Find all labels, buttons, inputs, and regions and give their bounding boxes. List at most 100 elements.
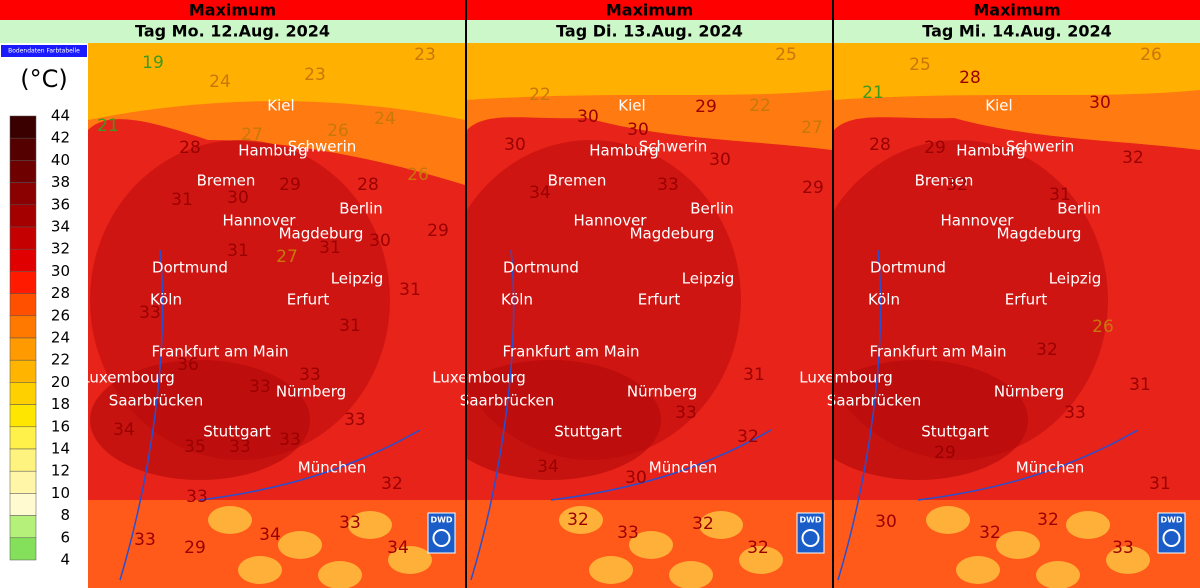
alps-peak bbox=[996, 531, 1040, 559]
city-label: Magdeburg bbox=[997, 225, 1082, 243]
temperature: 36 bbox=[177, 355, 199, 375]
river bbox=[119, 249, 421, 581]
temperature: 31 bbox=[171, 190, 193, 210]
legend-swatch bbox=[9, 315, 37, 339]
city-label: Magdeburg bbox=[630, 225, 715, 243]
temperature: 29 bbox=[427, 221, 449, 241]
legend-tick-label: 20 bbox=[51, 373, 70, 391]
city-label: Leipzig bbox=[1049, 270, 1102, 288]
alps-peak bbox=[669, 561, 713, 588]
alps-peak bbox=[278, 531, 322, 559]
temperature: 24 bbox=[374, 109, 396, 129]
legend-tick-label: 34 bbox=[51, 218, 70, 236]
legend-swatch bbox=[9, 404, 37, 428]
temperature: 32 bbox=[1122, 148, 1144, 168]
city-label: Luxembourg bbox=[799, 369, 893, 387]
temperature: 33 bbox=[657, 175, 679, 195]
logo-swirl bbox=[801, 529, 820, 547]
legend-tick-label: 28 bbox=[51, 284, 70, 302]
legend-tick-label: 26 bbox=[51, 306, 70, 324]
city-label: Saarbrücken bbox=[460, 392, 554, 410]
city-label: München bbox=[1016, 459, 1084, 477]
hot-zone bbox=[90, 360, 310, 480]
temperature: 32 bbox=[747, 538, 769, 558]
temperature: 32 bbox=[946, 175, 968, 195]
temperature: 33 bbox=[1112, 538, 1134, 558]
temperature: 22 bbox=[749, 96, 771, 116]
city-label: Saarbrücken bbox=[109, 392, 203, 410]
city-label: Nürnberg bbox=[276, 383, 346, 401]
city-label: Stuttgart bbox=[554, 423, 622, 441]
legend-tick-label: 24 bbox=[51, 329, 70, 347]
temperature: 32 bbox=[737, 427, 759, 447]
temperature: 34 bbox=[529, 183, 551, 203]
temperature: 33 bbox=[299, 365, 321, 385]
legend-tick-label: 8 bbox=[60, 506, 70, 524]
map-background bbox=[834, 43, 1200, 588]
temperature: 34 bbox=[537, 457, 559, 477]
legend-tick-label: 36 bbox=[51, 195, 70, 213]
logo-swirl bbox=[432, 529, 451, 547]
temperature: 27 bbox=[801, 118, 823, 138]
temperature: 27 bbox=[241, 125, 263, 145]
legend-swatch bbox=[9, 493, 37, 516]
header-date: Tag Mo. 12.Aug. 2024 bbox=[135, 22, 330, 41]
legend-tick-label: 6 bbox=[60, 528, 70, 546]
legend-unit: (°C) bbox=[20, 65, 67, 93]
temperature: 34 bbox=[387, 538, 409, 558]
legend-swatch bbox=[9, 248, 37, 272]
hot-zone bbox=[834, 360, 1028, 480]
legend-swatch bbox=[9, 515, 37, 539]
city-label: Dortmund bbox=[870, 259, 946, 277]
temperature: 23 bbox=[414, 45, 436, 65]
temperature: 24 bbox=[209, 72, 231, 92]
legend-swatch bbox=[9, 204, 37, 228]
city-label: Frankfurt am Main bbox=[151, 343, 288, 361]
temperature: 30 bbox=[875, 512, 897, 532]
city-label: Leipzig bbox=[682, 270, 735, 288]
temperature: 29 bbox=[802, 178, 824, 198]
city-label: Schwerin bbox=[639, 138, 708, 156]
temperature: 33 bbox=[229, 437, 251, 457]
city-label: Berlin bbox=[1057, 200, 1101, 218]
temperature: 33 bbox=[134, 530, 156, 550]
alps-peak bbox=[348, 511, 392, 539]
city-label: Stuttgart bbox=[921, 423, 989, 441]
temperature: 31 bbox=[743, 365, 765, 385]
city-label: Bremen bbox=[915, 172, 974, 190]
temperature: 31 bbox=[1149, 474, 1171, 494]
temperature: 19 bbox=[142, 53, 164, 73]
alps-peak bbox=[1036, 561, 1080, 588]
city-label: Hamburg bbox=[238, 142, 308, 160]
temperature: 31 bbox=[1049, 185, 1071, 205]
city-label: Dortmund bbox=[152, 259, 228, 277]
alps-peak bbox=[559, 506, 603, 534]
city-label: Hannover bbox=[223, 212, 297, 230]
city-label: Hamburg bbox=[956, 142, 1026, 160]
alps-peak bbox=[388, 546, 432, 574]
city-label: Nürnberg bbox=[627, 383, 697, 401]
temperature: 29 bbox=[279, 175, 301, 195]
hot-zone bbox=[467, 360, 661, 480]
logo-swirl bbox=[1162, 529, 1181, 547]
temperature: 30 bbox=[1089, 93, 1111, 113]
legend-swatch bbox=[9, 271, 37, 294]
legend: Bodendaten Farbtabelle (°C) 44 42 40 38 36 34… bbox=[0, 43, 88, 588]
city-label: Schwerin bbox=[288, 138, 357, 156]
legend-swatch bbox=[9, 470, 37, 494]
legend-tick-label: 42 bbox=[51, 129, 70, 147]
mild-zone bbox=[834, 43, 1200, 100]
map-panel: Maximum Tag Mi. 14.Aug. 2024 Kiel HamburgSc… bbox=[799, 0, 1200, 588]
legend-tick-label: 18 bbox=[51, 395, 70, 413]
separator bbox=[832, 0, 834, 588]
alps-peak bbox=[926, 506, 970, 534]
temperature: 33 bbox=[186, 487, 208, 507]
legend-tick-label: 22 bbox=[51, 351, 70, 369]
temperature: 23 bbox=[304, 65, 326, 85]
city-label: Bremen bbox=[197, 172, 256, 190]
city-label: Hannover bbox=[574, 212, 648, 230]
temperature: 30 bbox=[369, 231, 391, 251]
temperature: 26 bbox=[1140, 45, 1162, 65]
temperature: 30 bbox=[627, 120, 649, 140]
temperature: 32 bbox=[1037, 510, 1059, 530]
